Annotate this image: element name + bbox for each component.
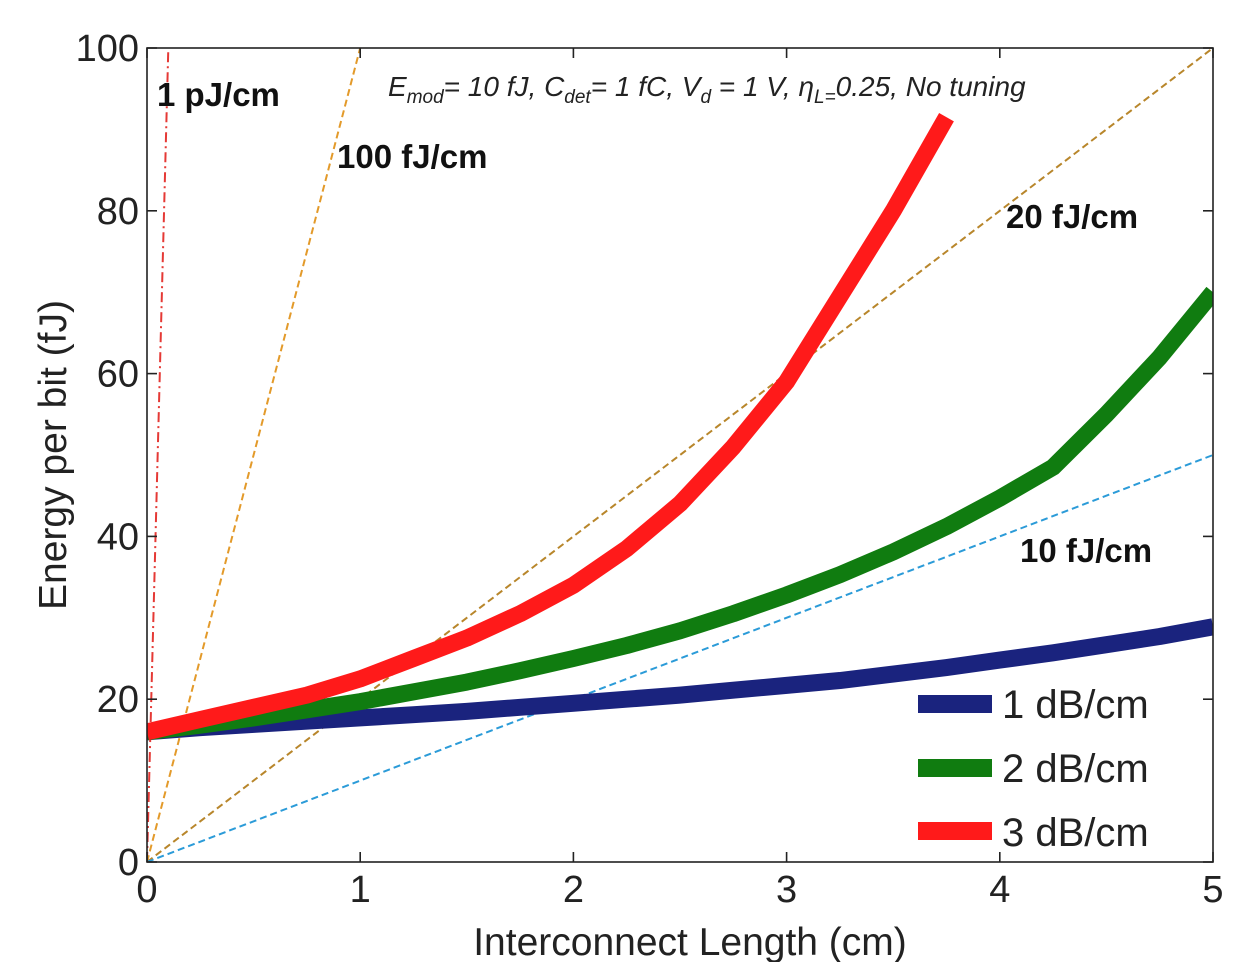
y-tick-label: 20: [97, 679, 139, 721]
x-axis-title: Interconnect Length (cm): [473, 921, 907, 962]
series-line-2: [147, 112, 954, 741]
param-v-sub: d: [700, 87, 712, 108]
param-eta-value: 0.25, No tuning: [836, 71, 1026, 102]
x-tick-label: 1: [350, 869, 371, 911]
legend-label-3db: 3 dB/cm: [1002, 811, 1149, 855]
ref-label-1pj: 1 pJ/cm: [157, 76, 280, 113]
param-c-symbol: C: [544, 71, 565, 102]
param-v-symbol: V: [682, 71, 703, 102]
ref-label-100fj: 100 fJ/cm: [337, 138, 487, 175]
ref-label-10fj: 10 fJ/cm: [1020, 532, 1152, 569]
series-line-0: [147, 618, 1213, 741]
x-tick-label: 3: [776, 869, 797, 911]
y-tick-label: 100: [76, 28, 139, 70]
param-e-sub: mod: [407, 87, 445, 108]
reference-line-1: [147, 48, 362, 862]
param-e-value: = 10 fJ,: [444, 71, 544, 102]
parameter-annotation: Emod= 10 fJ, Cdet= 1 fC, Vd = 1 V, ηL=0.…: [388, 71, 1026, 108]
legend-label-2db: 2 dB/cm: [1002, 747, 1149, 791]
y-tick-label: 60: [97, 354, 139, 396]
y-tick-label: 0: [118, 842, 139, 884]
y-tick-label: 40: [97, 516, 139, 558]
legend-label-1db: 1 dB/cm: [1002, 683, 1149, 727]
param-e-symbol: E: [388, 71, 407, 102]
x-tick-label: 5: [1202, 869, 1223, 911]
legend: 1 dB/cm 2 dB/cm 3 dB/cm: [918, 683, 1149, 855]
axis-ticks-group: 0 1 2 3 4 5 0 20 40 60 80 100: [76, 28, 1224, 911]
param-c-sub: det: [564, 87, 591, 108]
reference-line-3: [147, 454, 1213, 862]
param-eta-sub: L=: [814, 87, 836, 108]
param-eta-symbol: η: [798, 71, 814, 102]
y-tick-label: 80: [97, 191, 139, 233]
ref-label-20fj: 20 fJ/cm: [1006, 198, 1138, 235]
x-tick-label: 2: [563, 869, 584, 911]
x-tick-label: 0: [136, 869, 157, 911]
series-line-1: [147, 286, 1213, 741]
param-v-value: = 1 V,: [711, 71, 798, 102]
param-c-value: = 1 fC,: [591, 71, 682, 102]
x-tick-label: 4: [989, 869, 1010, 911]
plot-frame: [146, 47, 1214, 863]
series-lines-group: [147, 112, 1213, 741]
y-axis-title: Energy per bit (fJ): [32, 300, 75, 610]
